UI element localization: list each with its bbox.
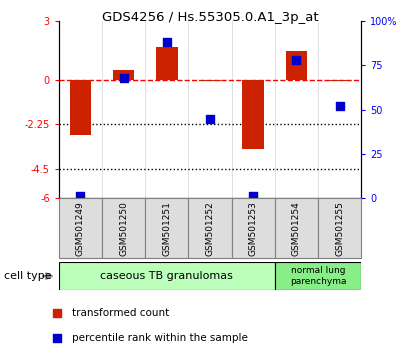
Point bbox=[77, 194, 84, 199]
Bar bbox=[275, 262, 361, 290]
Text: cell type: cell type bbox=[4, 271, 52, 281]
Text: GSM501250: GSM501250 bbox=[119, 201, 128, 256]
Point bbox=[207, 116, 213, 121]
Bar bbox=[329, 80, 350, 81]
Point bbox=[53, 310, 60, 316]
Bar bbox=[231, 198, 275, 258]
Bar bbox=[286, 51, 307, 80]
Text: GSM501254: GSM501254 bbox=[292, 201, 301, 256]
Point bbox=[250, 194, 257, 199]
Point bbox=[293, 57, 300, 63]
Point bbox=[53, 335, 60, 341]
Bar bbox=[189, 198, 231, 258]
Bar bbox=[102, 198, 145, 258]
Text: percentile rank within the sample: percentile rank within the sample bbox=[72, 333, 248, 343]
Point bbox=[336, 103, 343, 109]
Text: GSM501249: GSM501249 bbox=[76, 201, 85, 256]
Text: GDS4256 / Hs.55305.0.A1_3p_at: GDS4256 / Hs.55305.0.A1_3p_at bbox=[102, 11, 318, 24]
Text: GSM501255: GSM501255 bbox=[335, 201, 344, 256]
Bar bbox=[156, 47, 178, 80]
Text: GSM501252: GSM501252 bbox=[205, 201, 215, 256]
Point bbox=[163, 40, 170, 45]
Bar bbox=[59, 262, 275, 290]
Text: GSM501251: GSM501251 bbox=[162, 201, 171, 256]
Bar bbox=[242, 80, 264, 149]
Text: transformed count: transformed count bbox=[72, 308, 169, 318]
Bar bbox=[275, 198, 318, 258]
Bar bbox=[70, 80, 91, 135]
Text: caseous TB granulomas: caseous TB granulomas bbox=[100, 271, 233, 281]
Bar bbox=[318, 198, 361, 258]
Text: GSM501253: GSM501253 bbox=[249, 201, 258, 256]
Bar bbox=[113, 70, 134, 80]
Bar bbox=[145, 198, 189, 258]
Bar bbox=[59, 198, 102, 258]
Text: normal lung
parenchyma: normal lung parenchyma bbox=[290, 267, 346, 286]
Bar bbox=[199, 80, 221, 81]
Point bbox=[120, 75, 127, 81]
